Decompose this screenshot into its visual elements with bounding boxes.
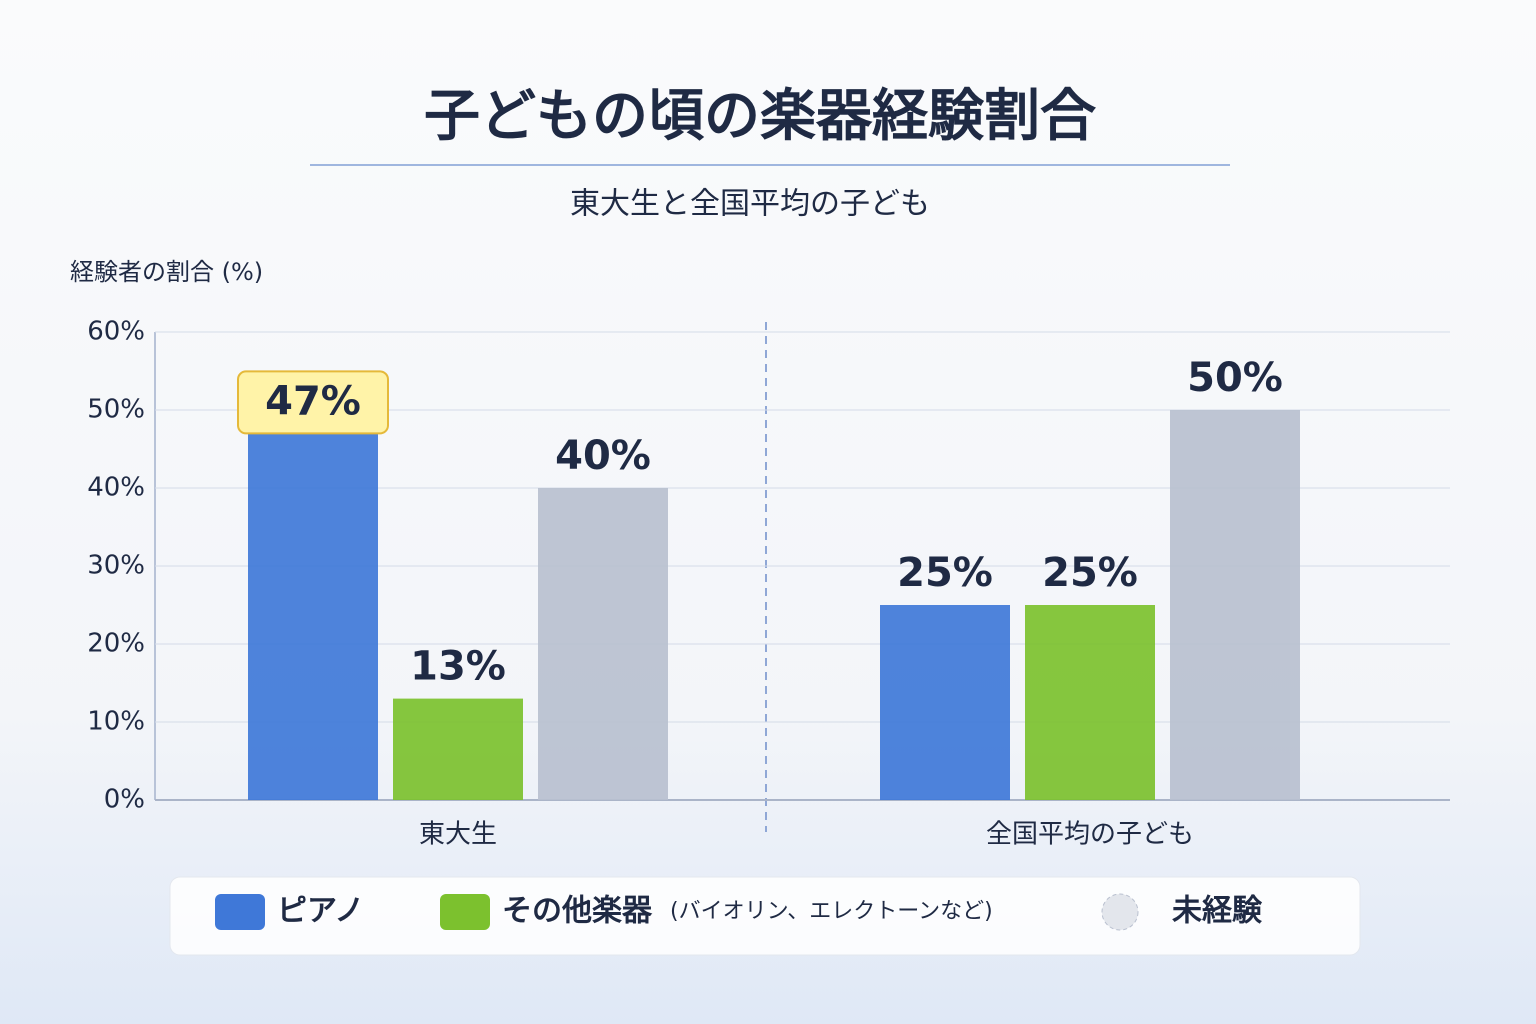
y-axis-label: 経験者の割合 (%) bbox=[70, 258, 263, 286]
value-label: 50% bbox=[1187, 355, 1283, 401]
legend-note: (バイオリン、エレクトーンなど) bbox=[670, 899, 993, 924]
bar bbox=[880, 605, 1010, 800]
y-tick-label: 40% bbox=[87, 473, 145, 503]
value-label: 25% bbox=[897, 550, 993, 596]
y-tick-label: 60% bbox=[87, 317, 145, 347]
y-tick-label: 50% bbox=[87, 395, 145, 425]
value-label: 25% bbox=[1042, 550, 1138, 596]
y-tick-label: 30% bbox=[87, 551, 145, 581]
value-label: 47% bbox=[265, 378, 361, 424]
legend-label: その他楽器 bbox=[502, 894, 653, 929]
legend-swatch bbox=[440, 894, 490, 930]
value-label: 40% bbox=[555, 433, 651, 479]
value-label: 13% bbox=[410, 644, 506, 690]
legend-label: 未経験 bbox=[1172, 894, 1263, 929]
legend-label: ピアノ bbox=[277, 894, 364, 929]
y-tick-label: 0% bbox=[104, 785, 145, 815]
chart-subtitle: 東大生と全国平均の子ども bbox=[570, 187, 930, 222]
bar bbox=[1170, 410, 1300, 800]
legend-swatch bbox=[1101, 893, 1139, 931]
chart-title: 子どもの頃の楽器経験割合 bbox=[424, 84, 1097, 149]
bar bbox=[538, 488, 668, 800]
bar bbox=[393, 698, 523, 800]
x-tick-label: 全国平均の子ども bbox=[986, 820, 1194, 850]
x-tick-label: 東大生 bbox=[419, 820, 497, 850]
y-tick-label: 20% bbox=[87, 629, 145, 659]
callout bbox=[237, 370, 389, 435]
bar bbox=[248, 433, 378, 800]
y-tick-label: 10% bbox=[87, 707, 145, 737]
bar bbox=[1025, 605, 1155, 800]
legend-swatch bbox=[215, 894, 265, 930]
